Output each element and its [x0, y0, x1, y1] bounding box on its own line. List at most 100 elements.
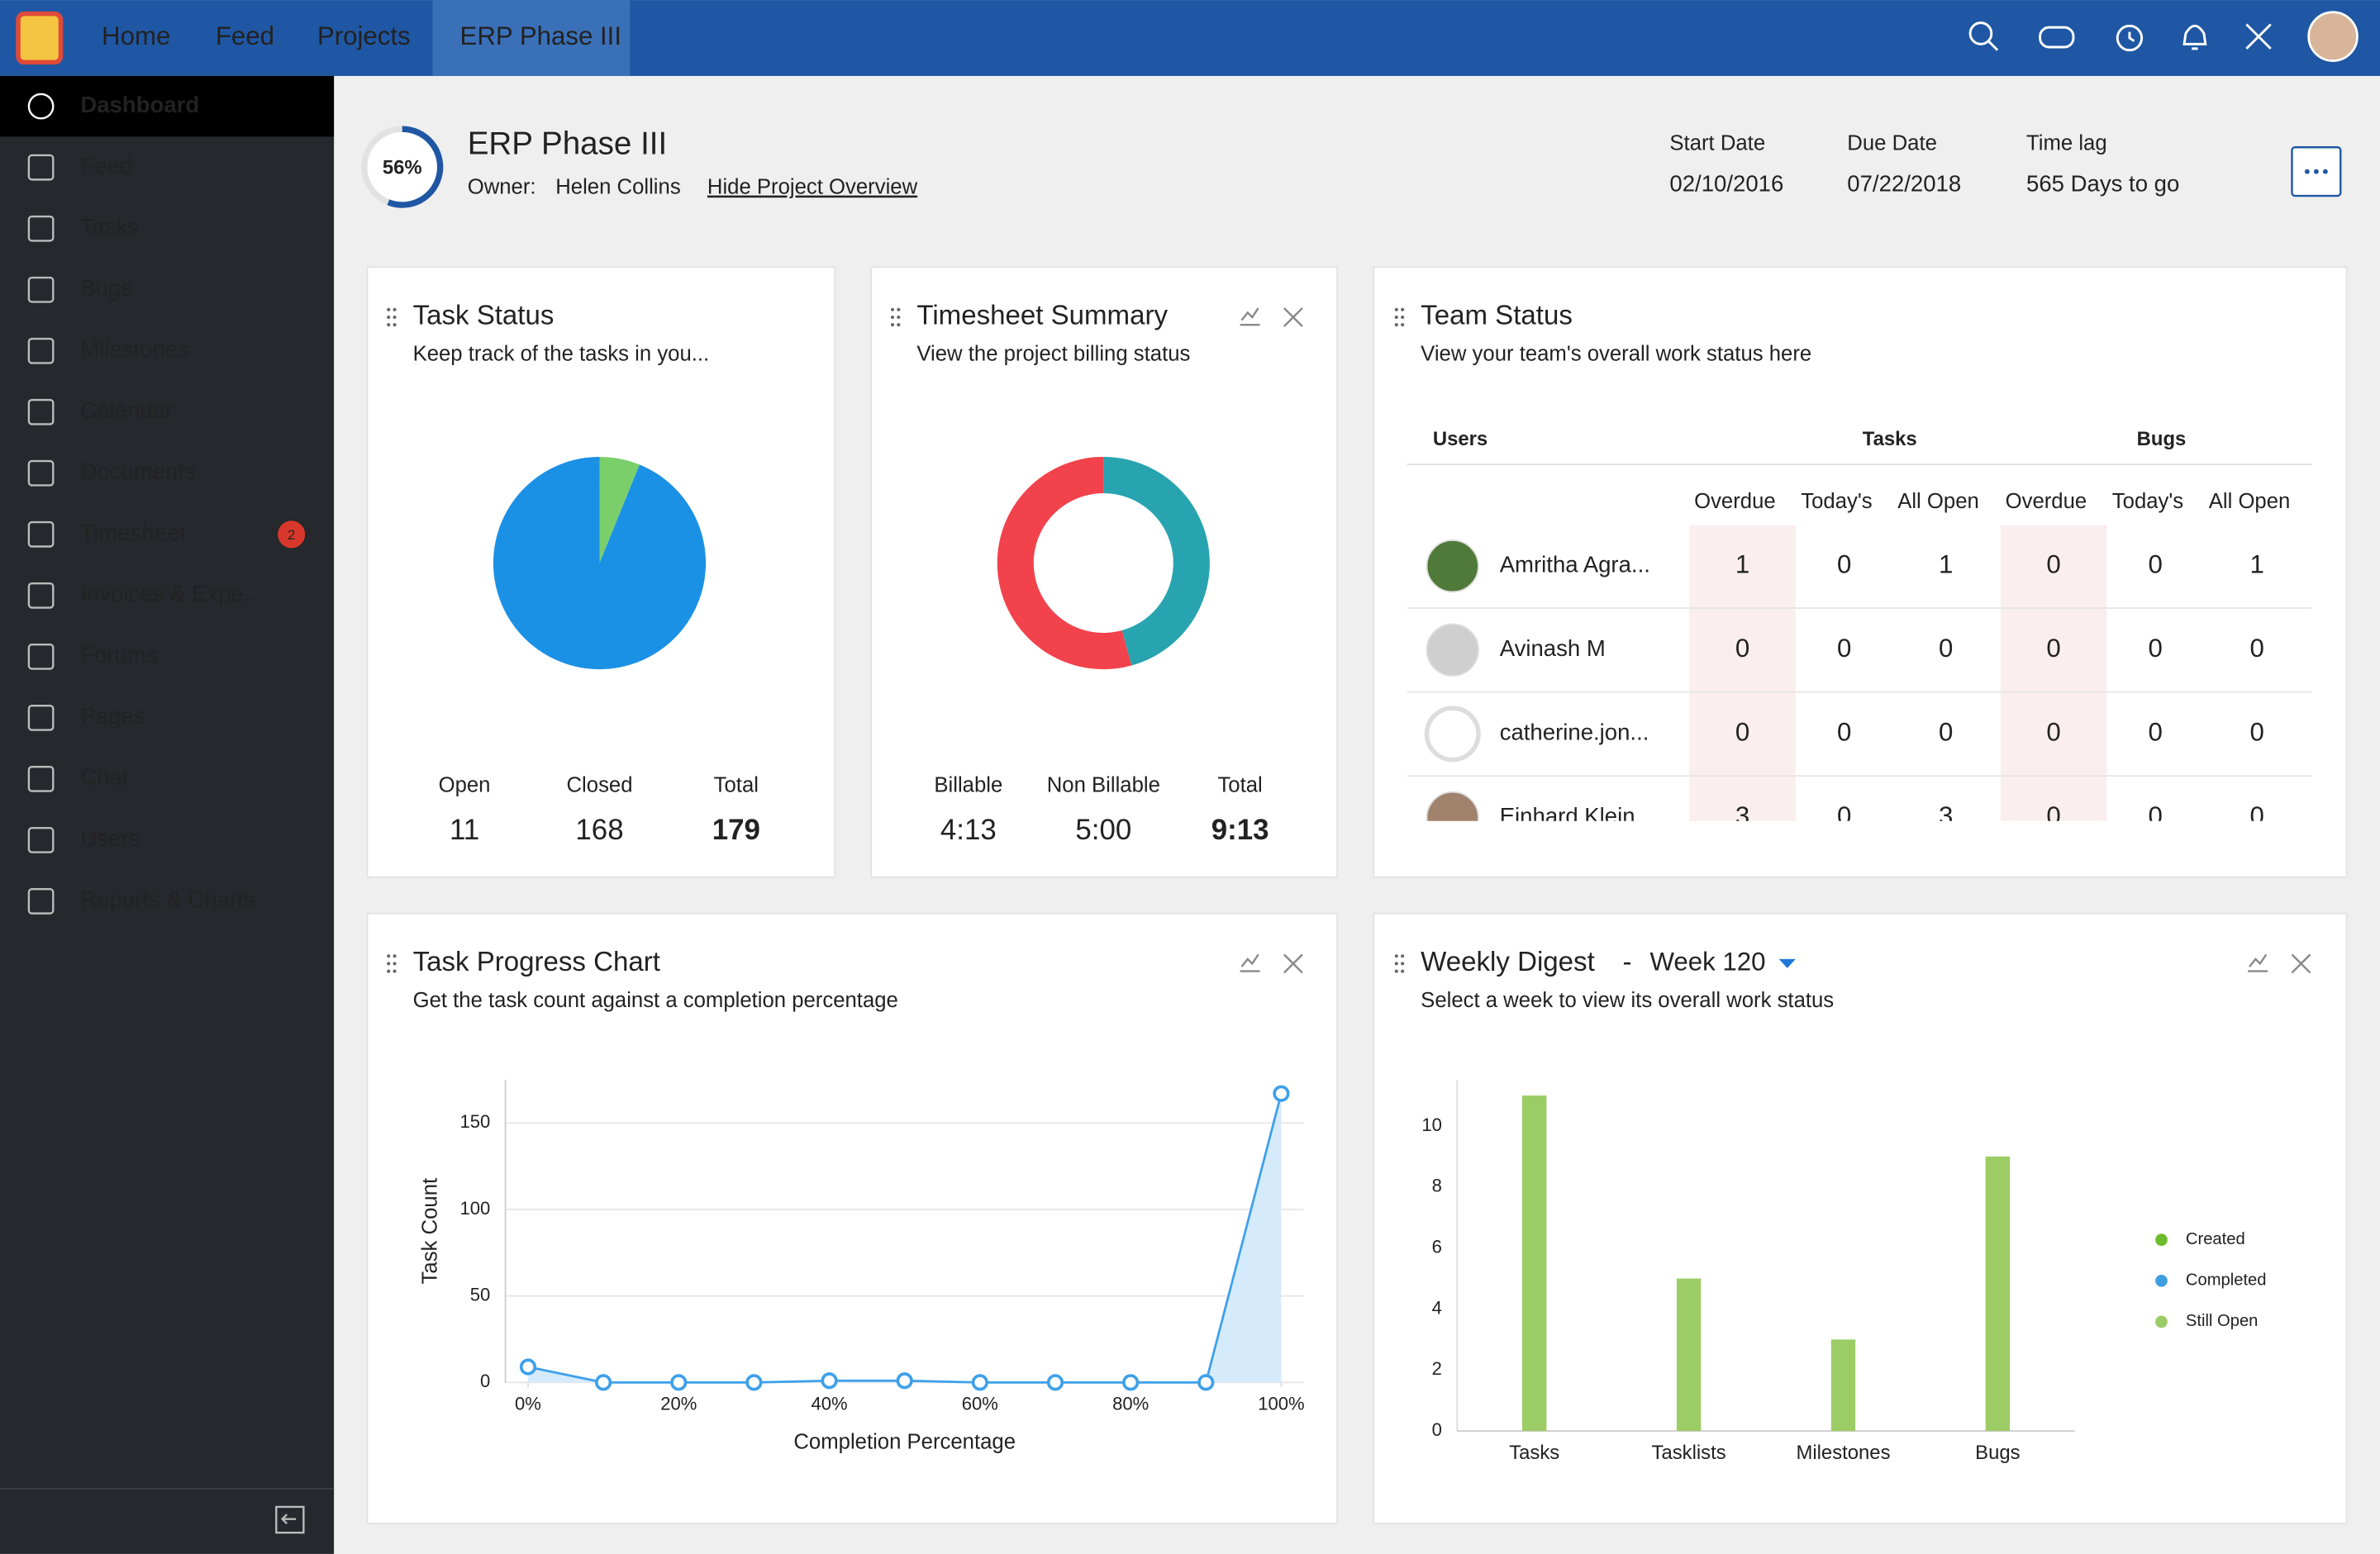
- table-cell: 1: [1735, 549, 1749, 578]
- chart-toggle[interactable]: [1240, 307, 1260, 326]
- user-name: catherine.jon...: [1500, 720, 1649, 745]
- week-selector[interactable]: Week 120: [1650, 948, 1766, 977]
- sidebar-item[interactable]: Invoices & Expe...: [80, 581, 262, 606]
- collapse-button[interactable]: [275, 1505, 305, 1534]
- drag-handle: [393, 969, 397, 973]
- stat-value: 11: [450, 814, 479, 846]
- drag-handle: [1394, 323, 1398, 327]
- close-button[interactable]: [1283, 953, 1303, 974]
- drag-handle: [1401, 323, 1405, 327]
- nav-item[interactable]: ERP Phase III: [460, 21, 622, 50]
- nav-icon[interactable]: [2116, 24, 2144, 52]
- drag-handle: [1394, 954, 1398, 958]
- point: [971, 1374, 988, 1391]
- date-value: 07/22/2018: [1847, 170, 1961, 196]
- sidebar-icon: [27, 582, 55, 609]
- legend-swatch: [2155, 1315, 2168, 1328]
- sidebar-item[interactable]: Bugs: [80, 275, 132, 301]
- drag-handle: [387, 969, 391, 973]
- card-title: Task Progress Chart: [413, 947, 660, 977]
- progress-label: 56%: [383, 156, 422, 178]
- point: [1122, 1374, 1140, 1391]
- icon-part: [2116, 24, 2144, 52]
- nav-active-tab: [432, 0, 631, 76]
- dropdown-arrow[interactable]: [1778, 958, 1796, 968]
- nav-item[interactable]: Home: [102, 21, 170, 50]
- chart-toggle[interactable]: [1240, 953, 1260, 972]
- icon-part: [27, 154, 55, 181]
- table-cell: 0: [2046, 801, 2060, 830]
- table-group-header: Bugs: [2137, 428, 2187, 450]
- x-tick-label: 20%: [660, 1394, 697, 1414]
- sidebar-icon: [27, 643, 55, 670]
- overdue-shade: [2000, 525, 2107, 821]
- sidebar-item[interactable]: Reports & Charts: [80, 886, 255, 912]
- nav-icon[interactable]: [2182, 24, 2207, 50]
- nav-icon[interactable]: [2245, 23, 2272, 50]
- icon-part: [27, 643, 55, 670]
- stat-value: 5:00: [1075, 814, 1131, 846]
- drag-handle: [393, 315, 397, 319]
- table-cell: 0: [2046, 718, 2060, 747]
- sidebar-item[interactable]: Forums: [80, 642, 157, 668]
- close-button[interactable]: [2291, 953, 2311, 974]
- more-dot: [2304, 169, 2310, 174]
- x-tick-label: 40%: [811, 1394, 847, 1414]
- card: [870, 266, 1339, 878]
- icon-part: [27, 337, 55, 364]
- nav-item[interactable]: Feed: [216, 21, 274, 50]
- nav-item[interactable]: Projects: [317, 21, 411, 50]
- sidebar-item[interactable]: Feed: [80, 153, 132, 178]
- table-column-header: All Open: [2209, 490, 2291, 513]
- table-column-header: Today's: [1801, 490, 1872, 513]
- sidebar-item[interactable]: Dashboard: [80, 92, 199, 117]
- user-avatar[interactable]: [2307, 11, 2359, 62]
- top-nav: [0, 0, 2380, 76]
- table-cell: 0: [1837, 801, 1851, 830]
- sidebar-item[interactable]: Milestones: [80, 336, 189, 362]
- table-cell: 0: [2046, 549, 2060, 578]
- sidebar-item[interactable]: Timesheet: [80, 520, 186, 545]
- table-cell: 0: [2250, 801, 2264, 830]
- close-button[interactable]: [1283, 307, 1303, 327]
- drag-handle: [393, 323, 397, 327]
- logo[interactable]: [16, 11, 64, 65]
- title-separator: -: [1622, 947, 1631, 977]
- sidebar-item[interactable]: Documents: [80, 459, 195, 484]
- sidebar-item[interactable]: Users: [80, 825, 140, 851]
- drag-handle: [387, 323, 391, 327]
- nav-icon[interactable]: [1968, 21, 1999, 51]
- sidebar-icon: [27, 520, 55, 548]
- overview-link[interactable]: Hide Project Overview: [707, 176, 918, 199]
- sidebar-item[interactable]: Pages: [80, 703, 145, 729]
- x-tick-label: Milestones: [1796, 1442, 1890, 1464]
- icon-part: [27, 888, 55, 915]
- table-cell: 0: [1735, 634, 1749, 663]
- donut-segment: [997, 456, 1132, 670]
- chart-toggle[interactable]: [2248, 953, 2268, 972]
- nav-icon[interactable]: [2039, 26, 2075, 49]
- date-value: 02/10/2016: [1669, 170, 1783, 196]
- point: [821, 1372, 838, 1390]
- sidebar-item[interactable]: Tasks: [80, 214, 138, 240]
- date-label: Due Date: [1847, 131, 1937, 154]
- icon-part: [27, 276, 55, 303]
- point: [1046, 1374, 1064, 1391]
- sidebar-item[interactable]: Chat: [80, 764, 129, 790]
- sidebar-icon: [27, 93, 55, 120]
- table-column-header: Today's: [2112, 490, 2183, 513]
- icon-part: [27, 215, 55, 242]
- table-column-header: Overdue: [2006, 490, 2087, 513]
- pie-slice: [493, 456, 707, 670]
- icon-part: [1987, 40, 1999, 51]
- icon-part: [2128, 31, 2135, 42]
- sidebar-item[interactable]: Calendar: [80, 397, 173, 423]
- legend-swatch: [2155, 1233, 2168, 1247]
- drag-handle: [387, 307, 391, 311]
- sidebar-icon: [27, 154, 55, 181]
- table-cell: 1: [2250, 549, 2264, 578]
- icon-part: [1968, 21, 1993, 45]
- table-column-header: Overdue: [1694, 490, 1776, 513]
- y-tick-label: 4: [1432, 1297, 1442, 1318]
- sidebar-icon: [27, 398, 55, 425]
